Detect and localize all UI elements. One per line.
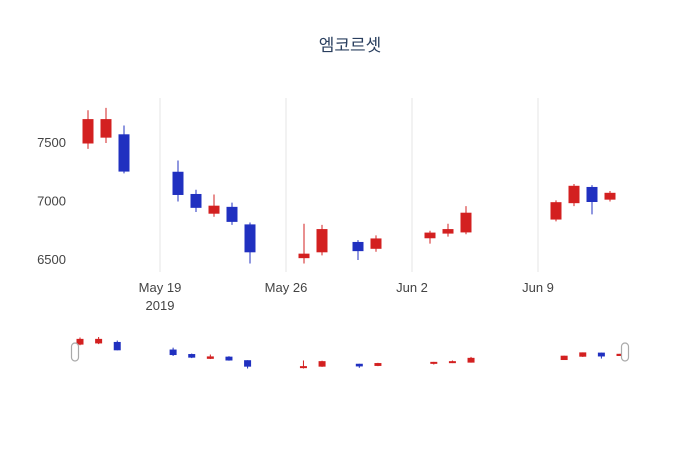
y-axis-tick-labels: 6500 7000 7500: [37, 135, 66, 267]
mini-candle-May 31: [374, 362, 382, 367]
range-slider-left-handle[interactable]: [70, 342, 80, 362]
mini-candle-May 22: [206, 354, 214, 360]
x-axis-tick-label: Jun 2: [396, 280, 428, 295]
candle-May 23[interactable]: [226, 202, 238, 225]
mini-candle-Jun 12: [597, 352, 605, 359]
candle-May 17[interactable]: [118, 125, 130, 174]
candle-May 16[interactable]: [100, 107, 112, 143]
range-slider-handles: [70, 342, 630, 362]
range-slider-right-handle[interactable]: [620, 342, 630, 362]
candle-Jun 4[interactable]: [442, 223, 454, 237]
candle-May 22[interactable]: [208, 194, 220, 217]
candle-Jun 3[interactable]: [424, 230, 436, 244]
candle-Jun 10[interactable]: [550, 200, 562, 222]
mini-candle-May 17: [113, 340, 121, 351]
plot-area[interactable]: [75, 98, 660, 272]
y-axis-tick-label: 7500: [37, 135, 66, 150]
mini-candle-Jun 4: [448, 360, 456, 364]
x-axis-tick-label: Jun 9: [522, 280, 554, 295]
mini-candle-Jun 3: [430, 361, 438, 365]
candle-May 28[interactable]: [316, 224, 328, 256]
candle-Jun 12[interactable]: [586, 185, 598, 215]
candle-May 30[interactable]: [352, 240, 364, 260]
mini-candle-May 24: [244, 360, 252, 369]
mini-candle-May 27: [299, 360, 307, 369]
x-axis-tick-labels: May 19 2019 May 26 Jun 2 Jun 9: [139, 280, 554, 313]
candle-May 31[interactable]: [370, 235, 382, 252]
y-axis-tick-label: 7000: [37, 194, 66, 209]
mini-candle-May 21: [188, 353, 196, 359]
x-axis-tick-label: May 26: [265, 280, 308, 295]
candle-May 27[interactable]: [298, 223, 310, 264]
mini-candle-Jun 10: [560, 355, 568, 361]
candle-Jun 5[interactable]: [460, 206, 472, 235]
x-gridlines: [159, 98, 539, 272]
candle-May 15[interactable]: [82, 110, 94, 149]
candle-Jun 13[interactable]: [604, 190, 616, 202]
candle-Jun 11[interactable]: [568, 183, 580, 207]
mini-candle-Jun 11: [579, 352, 587, 357]
mini-candle-Jun 5: [467, 356, 475, 363]
range-slider-track[interactable]: [75, 333, 627, 372]
mini-candle-May 15: [76, 337, 84, 346]
mini-candle-May 28: [318, 360, 326, 367]
candle-May 20[interactable]: [172, 160, 184, 202]
mini-candle-May 20: [169, 347, 177, 356]
candle-May 24[interactable]: [244, 222, 256, 264]
mini-candle-May 16: [95, 337, 103, 345]
candle-May 21[interactable]: [190, 189, 202, 213]
x-axis-year-label: 2019: [146, 298, 175, 313]
chart-title: 엠코르셋: [318, 36, 382, 55]
y-axis-tick-label: 6500: [37, 252, 66, 267]
candlestick-series[interactable]: [82, 107, 616, 264]
mini-candle-May 30: [355, 363, 363, 368]
range-slider-mini-chart: [76, 337, 624, 369]
x-axis-tick-label: May 19: [139, 280, 182, 295]
mini-candle-May 23: [225, 356, 233, 361]
